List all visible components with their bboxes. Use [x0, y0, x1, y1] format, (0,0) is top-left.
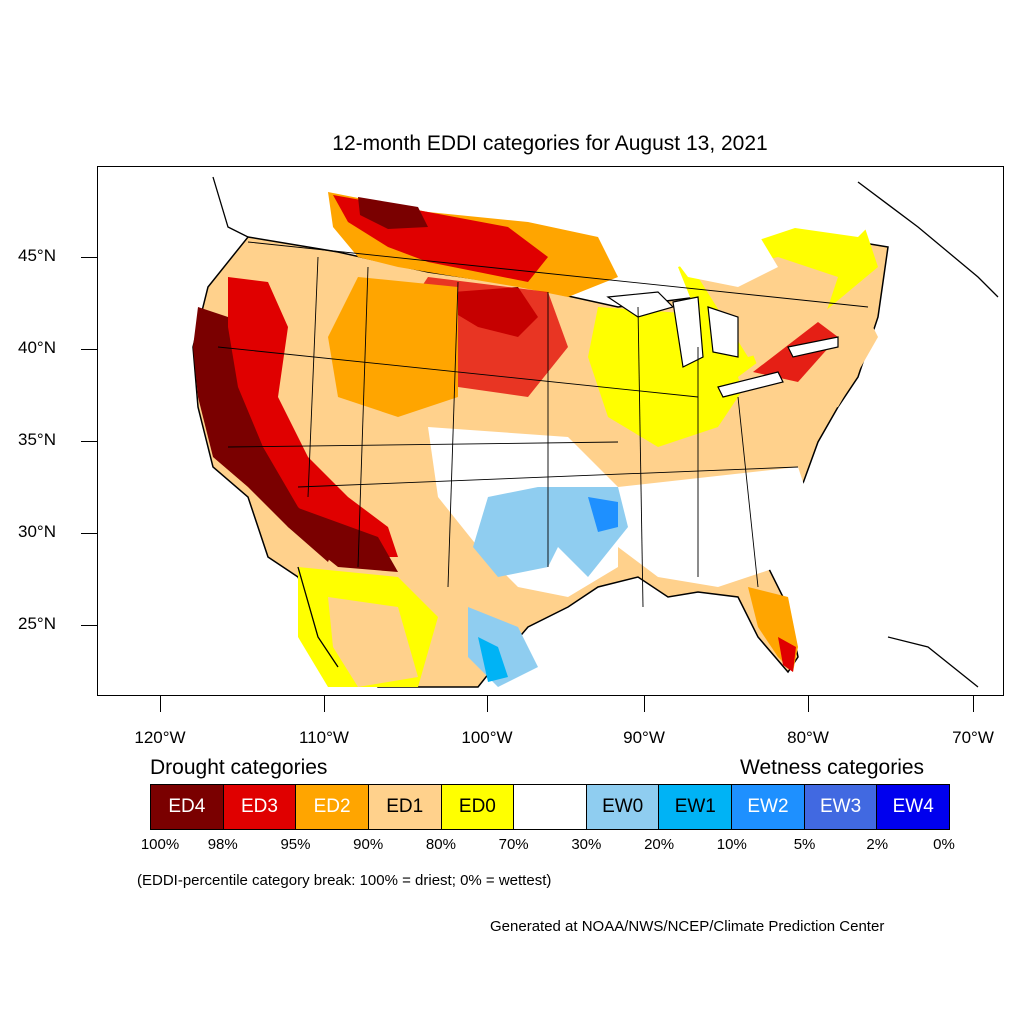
percentile-label: 70% [498, 836, 529, 853]
legend-ed3: ED3 [223, 785, 297, 829]
credit-line: Generated at NOAA/NWS/NCEP/Climate Predi… [490, 918, 885, 935]
legend-ed4: ED4 [151, 785, 224, 829]
percentile-label: 2% [866, 836, 889, 853]
category-note: (EDDI-percentile category break: 100% = … [137, 872, 552, 889]
lat-label-35: 35°N [18, 430, 56, 449]
map-title: 12-month EDDI categories for August 13, … [332, 132, 768, 155]
lon-label-110: 110°W [299, 728, 349, 747]
lon-tick [644, 696, 645, 712]
lon-tick [973, 696, 974, 712]
percentile-label: 100% [140, 836, 180, 853]
legend-ew2: EW2 [732, 785, 805, 829]
percentile-label: 10% [716, 836, 747, 853]
coastlines [212, 176, 999, 688]
legend-ew3: EW3 [804, 785, 878, 829]
percentile-label: 98% [207, 836, 238, 853]
percentile-label: 90% [353, 836, 384, 853]
lat-label-40: 40°N [18, 338, 56, 357]
lon-label-80: 80°W [787, 728, 829, 747]
legend-neutral [514, 785, 587, 829]
legend-ed0: ED0 [441, 785, 515, 829]
drought-heading: Drought categories [150, 756, 328, 779]
wetness-heading: Wetness categories [740, 756, 925, 779]
lon-label-90: 90°W [623, 728, 665, 747]
legend-ew4: EW4 [877, 785, 950, 829]
lon-label-70: 70°W [952, 728, 994, 747]
lat-tick [81, 441, 97, 442]
legend-ew0: EW0 [586, 785, 660, 829]
lat-label-45: 45°N [18, 246, 56, 265]
legend-ed2: ED2 [296, 785, 369, 829]
lon-tick [487, 696, 488, 712]
percentile-label: 80% [425, 836, 456, 853]
lon-tick [324, 696, 325, 712]
lat-tick [81, 533, 97, 534]
eddi-map [97, 166, 1004, 696]
lon-label-120: 120°W [134, 728, 186, 747]
lon-tick [160, 696, 161, 712]
lat-tick [81, 349, 97, 350]
percentile-label: 5% [793, 836, 816, 853]
lat-label-25: 25°N [18, 614, 56, 633]
percentile-label: 20% [644, 836, 675, 853]
percentile-label: 95% [280, 836, 311, 853]
percentile-label: 0% [933, 836, 955, 853]
lat-tick [81, 257, 97, 258]
legend-ed1: ED1 [368, 785, 442, 829]
lon-label-100: 100°W [461, 728, 513, 747]
legend-ew1: EW1 [659, 785, 733, 829]
state-boundaries [217, 241, 869, 608]
map-canvas [192, 176, 999, 688]
category-legend: ED4 ED3 ED2 ED1 ED0 EW0 EW1 EW2 EW3 EW4 [150, 784, 950, 830]
lat-tick [81, 625, 97, 626]
lat-label-30: 30°N [18, 522, 56, 541]
percentile-label: 30% [571, 836, 602, 853]
lon-tick [808, 696, 809, 712]
